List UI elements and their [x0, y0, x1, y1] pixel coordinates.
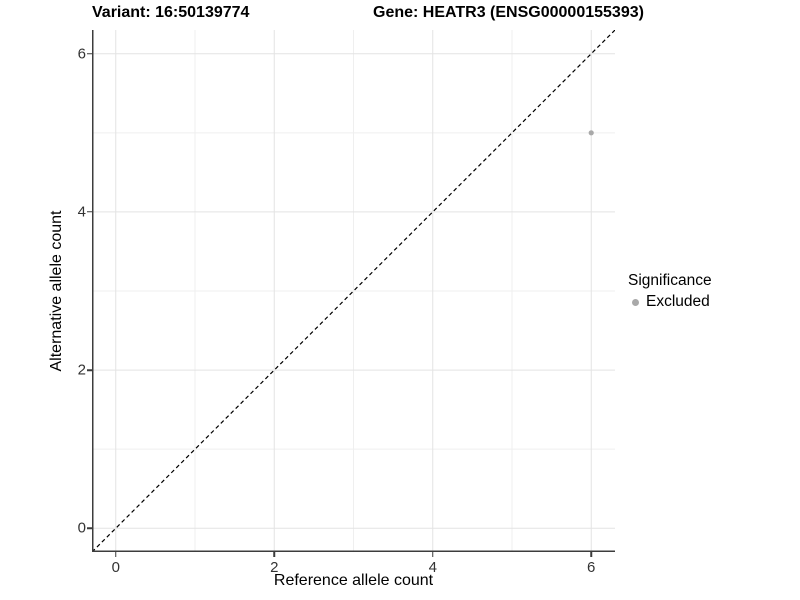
y-tick-mark: [87, 211, 92, 213]
plot-panel: [92, 30, 615, 552]
x-tick-label: 6: [587, 559, 596, 576]
x-tick-label: 2: [270, 559, 279, 576]
x-axis-title: Reference allele count: [273, 572, 434, 589]
y-tick-mark: [87, 369, 92, 371]
plot-area-svg: [92, 30, 615, 552]
x-tick-label: 0: [111, 559, 120, 576]
plot-title-gene: Gene: HEATR3 (ENSG00000155393): [373, 4, 644, 21]
x-tick-mark: [431, 552, 434, 557]
y-tick-label: 6: [77, 45, 86, 63]
data-point: [588, 130, 594, 136]
x-tick-mark: [115, 552, 117, 557]
y-tick-mark: [87, 52, 92, 55]
y-tick-label: 4: [77, 203, 86, 221]
y-tick-label: 0: [77, 519, 86, 537]
legend: Significance Excluded: [628, 271, 712, 311]
legend-title: Significance: [628, 272, 712, 289]
x-tick-mark: [273, 552, 275, 557]
y-axis-title: Alternative allele count: [48, 210, 65, 372]
x-tick-label: 4: [428, 559, 437, 576]
excluded-point-icon: [632, 298, 639, 306]
legend-item-excluded: Excluded: [628, 293, 712, 311]
legend-item-label: Excluded: [646, 293, 710, 310]
y-tick-label: 2: [77, 361, 86, 379]
x-tick-mark: [590, 552, 592, 557]
plot-title-variant: Variant: 16:50139774: [92, 4, 250, 21]
y-tick-mark: [87, 527, 92, 530]
